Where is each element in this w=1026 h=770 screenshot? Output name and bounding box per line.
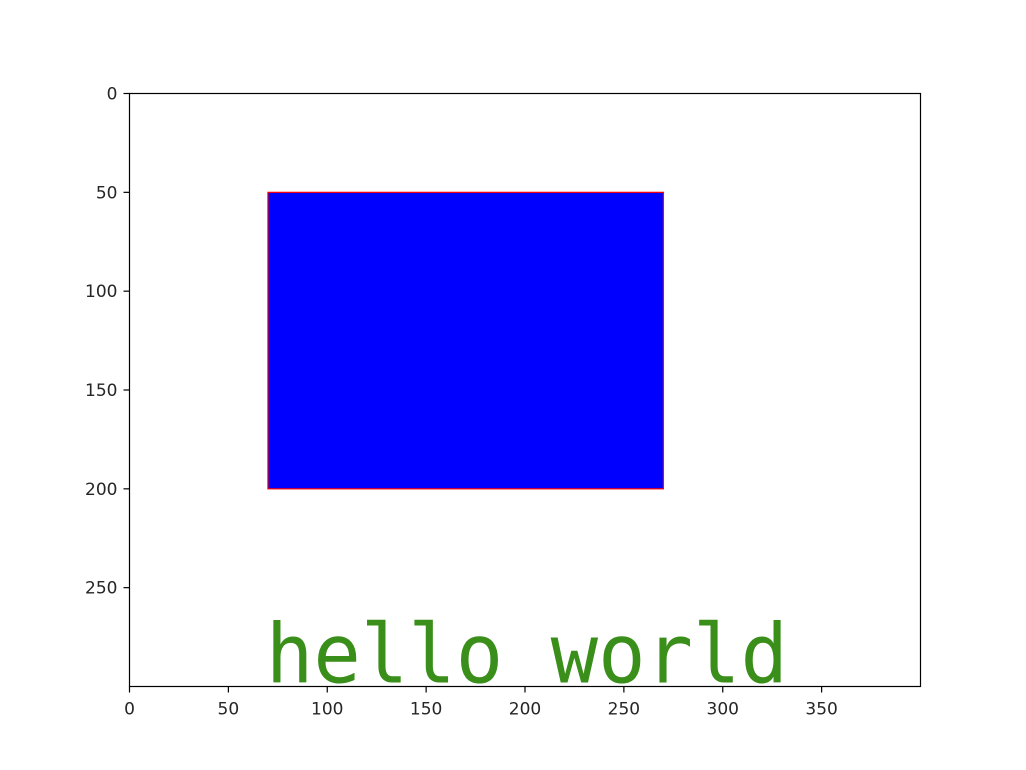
x-tick-label: 200	[509, 700, 541, 720]
x-tick-label: 250	[608, 700, 640, 720]
blue-rectangle	[267, 191, 665, 490]
y-tick-label: 100	[85, 282, 117, 302]
y-tick-label: 150	[85, 381, 117, 401]
x-tick-label: 0	[124, 700, 135, 720]
y-tick-label: 200	[85, 480, 117, 500]
y-axis: 0 50 100 150 200 250	[85, 85, 130, 599]
y-tick-label: 250	[85, 579, 117, 599]
annotation-text: hello world	[266, 608, 788, 703]
x-tick-label: 100	[311, 700, 343, 720]
y-tick-label: 50	[96, 183, 118, 203]
x-tick-label: 350	[805, 700, 837, 720]
text-layer: hello world	[266, 608, 788, 703]
x-tick-label: 50	[218, 700, 240, 720]
x-tick-label: 300	[707, 700, 739, 720]
x-axis: 0 50 100 150 200 250 300 350	[124, 686, 838, 720]
y-tick-label: 0	[107, 85, 118, 105]
rect-layer	[267, 191, 665, 490]
x-tick-label: 150	[410, 700, 442, 720]
